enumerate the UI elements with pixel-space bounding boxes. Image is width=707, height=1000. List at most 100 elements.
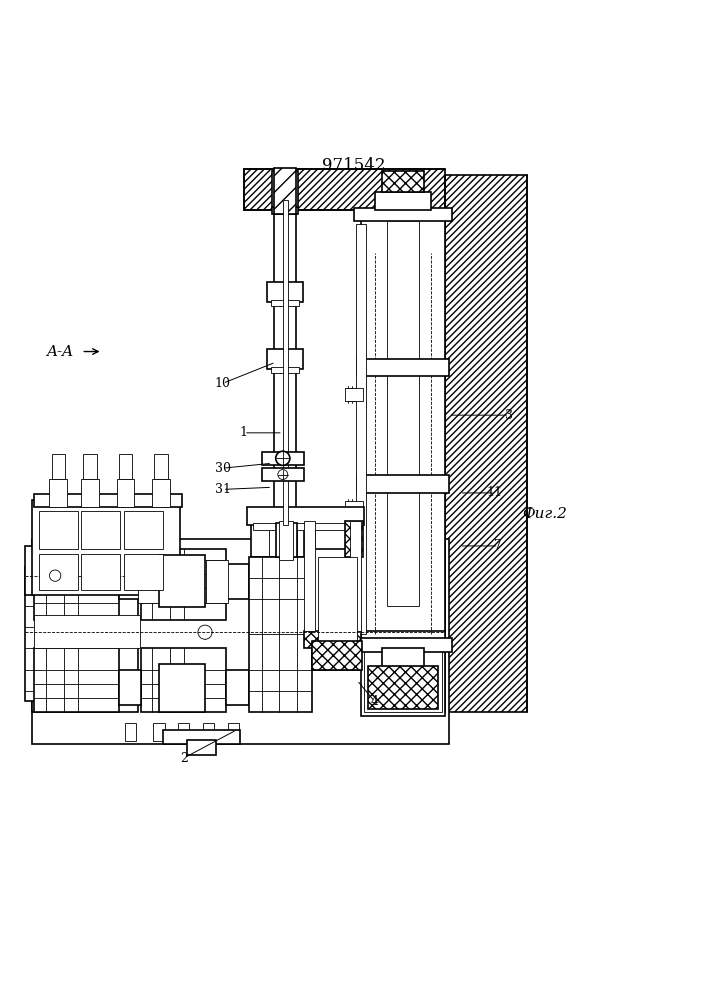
Bar	[361, 631, 445, 716]
Bar	[228, 723, 239, 741]
Bar	[124, 511, 163, 549]
Bar	[387, 221, 419, 606]
Bar	[226, 670, 249, 705]
Bar	[267, 282, 303, 302]
Bar	[267, 349, 303, 369]
Bar	[312, 549, 362, 670]
Text: 11: 11	[487, 486, 503, 499]
Bar	[39, 511, 78, 549]
Bar	[34, 549, 119, 620]
Bar	[274, 200, 296, 525]
Bar	[262, 452, 304, 465]
Bar	[345, 501, 363, 514]
Text: 30: 30	[215, 462, 230, 475]
Circle shape	[49, 570, 61, 581]
Bar	[345, 388, 363, 401]
Bar	[163, 730, 240, 744]
Bar	[247, 507, 364, 525]
Bar	[81, 479, 99, 507]
Bar	[350, 521, 361, 631]
Bar	[25, 567, 46, 701]
Text: A-A: A-A	[46, 345, 73, 359]
Bar	[304, 521, 315, 631]
Bar	[357, 359, 449, 376]
Text: 971542: 971542	[322, 157, 385, 174]
Bar	[187, 740, 216, 755]
Bar	[364, 641, 442, 712]
Bar	[283, 200, 288, 525]
Bar	[81, 511, 120, 549]
Bar	[153, 723, 165, 741]
Bar	[52, 454, 65, 479]
Text: Фиг.2: Фиг.2	[522, 507, 567, 521]
Bar	[32, 557, 138, 712]
Bar	[312, 641, 362, 670]
Bar	[356, 224, 366, 634]
Bar	[34, 494, 182, 507]
Bar	[154, 454, 168, 479]
Bar	[119, 564, 141, 599]
Bar	[206, 560, 228, 603]
Bar	[249, 557, 312, 712]
Text: 31: 31	[215, 483, 230, 496]
Bar	[357, 475, 449, 493]
Bar	[25, 546, 35, 595]
Bar	[81, 554, 120, 590]
Bar	[253, 523, 359, 530]
Bar	[39, 554, 78, 590]
Text: 10: 10	[215, 377, 230, 390]
Bar	[272, 171, 298, 207]
Bar	[34, 648, 119, 712]
Bar	[141, 549, 226, 620]
Bar	[124, 554, 163, 590]
Bar	[32, 539, 449, 744]
Bar	[445, 175, 527, 712]
Bar	[226, 564, 249, 599]
Circle shape	[278, 470, 288, 479]
Bar	[119, 670, 141, 705]
Bar	[244, 169, 445, 210]
Bar	[375, 192, 431, 210]
Bar	[83, 454, 97, 479]
Bar	[382, 171, 424, 192]
Bar	[318, 557, 357, 663]
Bar	[276, 523, 297, 557]
Bar	[119, 454, 132, 479]
Bar	[49, 479, 67, 507]
Bar	[117, 479, 134, 507]
Text: 7: 7	[494, 539, 503, 552]
Circle shape	[198, 625, 212, 639]
Bar	[272, 207, 298, 214]
Text: 1: 1	[240, 426, 248, 439]
Circle shape	[48, 625, 62, 639]
Bar	[274, 168, 296, 214]
Bar	[159, 664, 205, 712]
Bar	[203, 723, 214, 741]
Bar	[271, 300, 299, 306]
Bar	[152, 479, 170, 507]
Bar	[382, 648, 424, 673]
Bar	[354, 208, 452, 221]
Bar	[345, 521, 363, 557]
Bar	[178, 723, 189, 741]
Bar	[251, 521, 361, 557]
Circle shape	[276, 451, 290, 465]
Bar	[138, 560, 159, 603]
Bar	[262, 468, 304, 481]
Bar	[385, 670, 421, 687]
Text: 3: 3	[505, 409, 513, 422]
Bar	[304, 631, 361, 648]
Bar	[279, 521, 293, 560]
Bar	[141, 648, 226, 712]
Text: 4: 4	[370, 695, 379, 708]
Text: 2: 2	[180, 752, 188, 765]
Bar	[361, 210, 445, 648]
Bar	[354, 638, 452, 652]
Bar	[271, 367, 299, 373]
Bar	[125, 723, 136, 741]
Bar	[368, 666, 438, 709]
Bar	[34, 615, 140, 648]
Bar	[304, 521, 361, 648]
Bar	[159, 555, 205, 607]
Bar	[32, 500, 180, 595]
